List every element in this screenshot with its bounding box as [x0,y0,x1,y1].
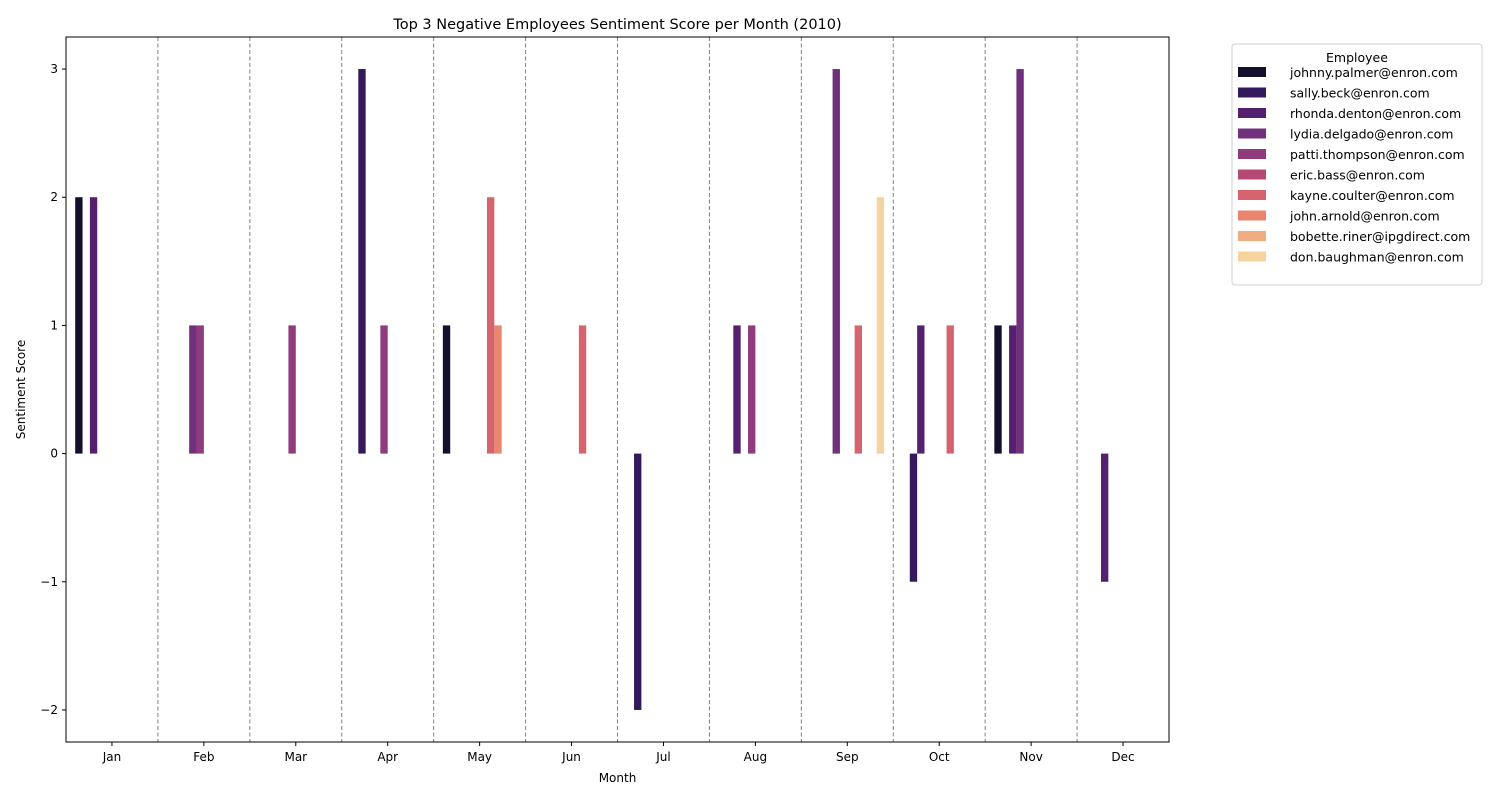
legend-entry: lydia.delgado@enron.com [1290,127,1453,142]
bar-rhonda-denton-oct [917,325,925,454]
bar-rhonda-denton-jan [89,197,98,454]
bar-sally-beck-apr [358,69,366,454]
x-tick-label: Dec [1111,750,1134,764]
plot-area: −2 −1 0 1 2 3 Jan Feb Mar Apr May Jun Jul Aug Sep Oct No… [40,36,1170,764]
bar-rhonda-denton-nov [1009,325,1017,454]
legend-box [1231,43,1483,286]
y-tick-label: −1 [40,575,58,589]
x-tick-label: Feb [193,750,214,764]
legend-swatch [1238,87,1266,98]
chart-title: Top 3 Negative Employees Sentiment Score… [392,17,841,33]
legend-swatch [1238,67,1266,77]
x-tick-label: Apr [377,750,398,764]
legend-swatch [1238,231,1266,241]
x-tick-label: Sep [836,750,859,764]
y-tick-label: 2 [50,190,58,204]
x-tick-label: May [467,750,492,764]
legend-swatch [1238,128,1266,139]
legend-entry: john.arnold@enron.com [1289,209,1440,224]
bar-lydia-delgado-feb [189,325,197,454]
legend-swatch [1238,251,1266,262]
plot-frame [65,36,1170,743]
bar-john-arnold-may [494,325,502,454]
bar-lydia-delgado-sep [832,69,840,454]
x-tick-label: Aug [744,750,767,764]
legend-entry: johnny.palmer@enron.com [1289,65,1458,80]
bar-don-baughman-sep [876,197,885,454]
bar-johnny-palmer-may [442,325,451,454]
y-axis-label: Sentiment Score [14,340,28,439]
bar-kayne-coulter-oct [946,325,954,454]
bar-rhonda-denton-aug [733,325,741,454]
x-tick-label: Jan [102,750,122,764]
legend-swatch [1238,149,1266,159]
y-tick-label: 3 [50,62,58,76]
bar-johnny-palmer-jan [75,197,83,454]
bar-patti-thompson-apr [380,325,388,454]
bar-sally-beck-jul [634,453,642,710]
legend-swatch [1238,169,1266,180]
x-axis-label: Month [599,771,637,785]
bar-kayne-coulter-may [486,197,495,454]
x-tick-label: Jun [561,750,581,764]
bar-rhonda-denton-dec [1100,453,1109,582]
legend-swatch [1238,108,1266,118]
legend-title: Employee [1326,50,1388,65]
legend-entry: kayne.coulter@enron.com [1290,188,1455,203]
legend-entry: sally.beck@enron.com [1290,86,1430,101]
legend: Employee johnny.palmer@enron.com sally.be… [1231,43,1483,286]
legend-entry: bobette.riner@ipgdirect.com [1290,229,1470,244]
bar-kayne-coulter-jun [578,325,587,454]
x-tick-label: Oct [929,750,950,764]
legend-entry: rhonda.denton@enron.com [1290,106,1461,121]
y-tick-label: 0 [50,447,58,461]
y-tick-label: −2 [40,703,58,717]
legend-entry: don.baughman@enron.com [1290,250,1464,265]
bar-sally-beck-oct [909,453,918,582]
bar-patti-thompson-mar [288,325,296,454]
x-tick-label: Jul [655,750,670,764]
bar-johnny-palmer-nov [994,325,1002,454]
x-tick-label: Nov [1019,750,1042,764]
legend-entry: patti.thompson@enron.com [1290,147,1465,162]
bar-lydia-delgado-nov [1016,69,1024,454]
legend-entry: eric.bass@enron.com [1290,168,1425,183]
bar-patti-thompson-aug [748,325,756,454]
bar-patti-thompson-feb [196,325,204,454]
y-tick-label: 1 [50,318,58,332]
legend-swatch [1238,210,1266,221]
bar-kayne-coulter-sep [854,325,862,454]
x-tick-label: Mar [284,750,307,764]
legend-swatch [1238,190,1266,200]
